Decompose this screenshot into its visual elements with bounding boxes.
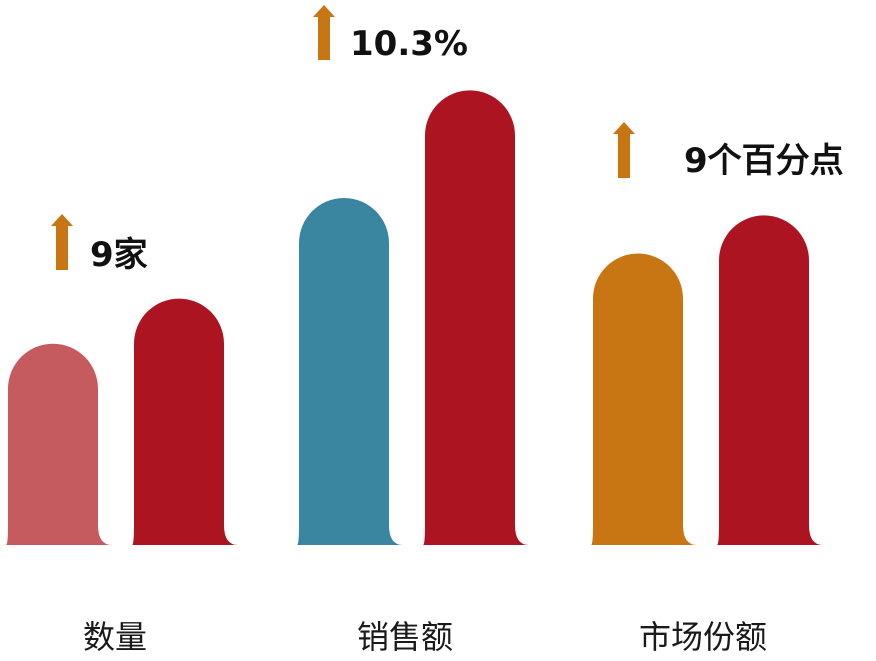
category-label-market-share: 市场份额 bbox=[639, 618, 767, 656]
up-arrow-icon bbox=[313, 5, 335, 60]
bar-market-share-2 bbox=[717, 215, 823, 545]
bar-sales-1 bbox=[297, 198, 403, 545]
category-label-sales: 销售额 bbox=[357, 618, 453, 656]
category-axis: 数量 销售额 市场份额 bbox=[83, 618, 767, 656]
arrows-layer bbox=[51, 5, 635, 270]
category-label-quantity: 数量 bbox=[83, 618, 147, 656]
annotation-label-market-share: 9个百分点 bbox=[684, 141, 844, 181]
bar-quantity-2 bbox=[132, 298, 238, 545]
bar-sales-2 bbox=[423, 90, 529, 546]
annotation-label-sales: 10.3% bbox=[350, 24, 468, 64]
annotation-label-quantity: 9家 bbox=[90, 235, 148, 275]
bar-market-share-1 bbox=[591, 253, 697, 545]
bars-layer bbox=[6, 90, 823, 546]
annotations-layer: 9家 10.3% 9个百分点 bbox=[90, 24, 844, 275]
up-arrow-icon bbox=[613, 122, 635, 178]
up-arrow-icon bbox=[51, 214, 73, 270]
bar-quantity-1 bbox=[6, 343, 112, 545]
